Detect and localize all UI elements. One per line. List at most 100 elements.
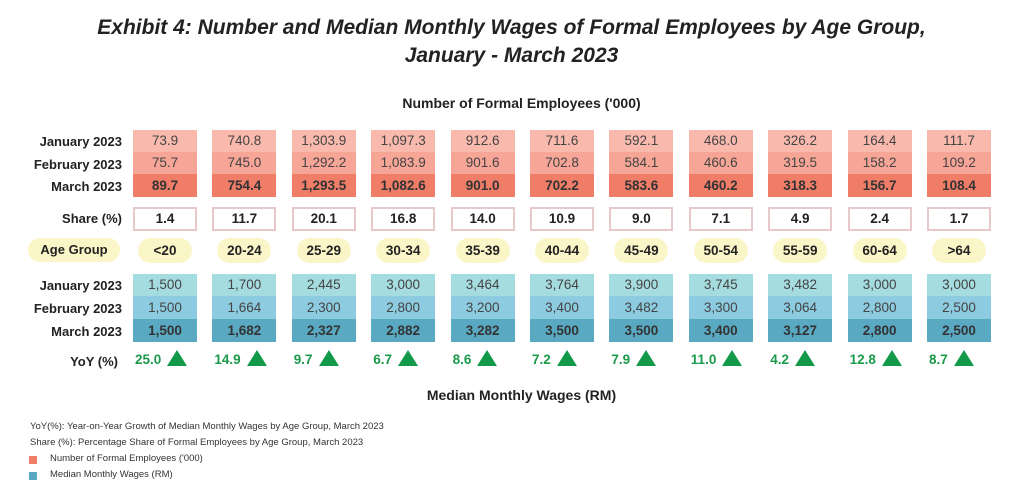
yoy-item: 12.8 <box>850 350 920 370</box>
employees-feb-cell: 702.8 <box>530 152 594 174</box>
up-triangle-icon <box>722 350 743 366</box>
age-group-label: 35-39 <box>455 238 510 263</box>
up-triangle-icon <box>397 350 418 366</box>
legend-wages: Median Monthly Wages (RM) <box>50 469 173 480</box>
yoy-item: 8.6 <box>453 350 523 370</box>
employees-jan-cell: 740.8 <box>212 130 277 152</box>
employees-mar-cell: 108.4 <box>927 174 991 197</box>
employees-jan-cell: 73.9 <box>133 130 197 152</box>
wages-jan-cell: 3,764 <box>530 274 594 296</box>
wages-jan-cell: 3,000 <box>927 274 991 296</box>
up-triangle-icon <box>794 350 815 366</box>
wages-feb-cell: 2,800 <box>371 296 436 319</box>
yoy-item: 6.7 <box>373 350 443 370</box>
employees-feb-cell: 1,292.2 <box>291 152 356 174</box>
yoy-item: 25.0 <box>135 350 205 370</box>
yoy-value: 8.6 <box>452 352 472 367</box>
note-share: Share (%): Percentage Share of Formal Em… <box>30 437 364 448</box>
wages-feb-cell: 3,064 <box>768 296 833 319</box>
wages-mar-cell: 3,127 <box>768 319 833 342</box>
employees-mar-cell: 583.6 <box>609 174 674 197</box>
wages-feb-cell: 2,500 <box>927 296 991 319</box>
wages-feb-cell: 3,300 <box>688 296 753 319</box>
wages-mar-cell: 3,500 <box>609 319 674 342</box>
title-line-1: Exhibit 4: Number and Median Monthly Wag… <box>97 16 926 39</box>
row-label-wage-jan: January 2023 <box>39 278 122 293</box>
wages-feb-cell: 3,482 <box>609 296 674 319</box>
share-cell: 11.7 <box>212 207 277 231</box>
share-cell: 1.7 <box>927 207 991 231</box>
age-group-label: 45-49 <box>614 238 669 263</box>
wages-jan-cell: 3,482 <box>768 274 833 296</box>
wages-jan-cell: 3,464 <box>450 274 515 296</box>
up-triangle-icon <box>318 350 339 366</box>
up-triangle-icon <box>167 350 188 366</box>
yoy-value: 25.0 <box>135 352 162 367</box>
employees-mar-cell: 318.3 <box>768 174 833 197</box>
note-yoy: YoY(%): Year-on-Year Growth of Median Mo… <box>30 421 384 432</box>
wages-feb-cell: 1,500 <box>133 296 197 319</box>
yoy-item: 7.2 <box>532 350 602 370</box>
wages-mar-cell: 1,682 <box>212 319 277 342</box>
wages-feb-cell: 2,300 <box>291 296 356 319</box>
share-cell: 9.0 <box>609 207 674 231</box>
row-label-emp-mar: March 2023 <box>51 179 122 194</box>
row-label-emp-jan: January 2023 <box>39 134 122 149</box>
employees-mar-cell: 460.2 <box>688 174 753 197</box>
up-triangle-icon <box>881 350 902 366</box>
yoy-value: 11.0 <box>690 352 717 367</box>
legend-swatch-wages <box>29 472 37 480</box>
up-triangle-icon <box>556 350 577 366</box>
share-cell: 7.1 <box>688 207 753 231</box>
legend-swatch-employees <box>29 456 37 464</box>
wages-jan-cell: 3,900 <box>609 274 674 296</box>
employees-mar-cell: 89.7 <box>133 174 197 197</box>
yoy-item: 14.9 <box>214 350 284 370</box>
employees-mar-cell: 754.4 <box>212 174 277 197</box>
yoy-value: 14.9 <box>214 352 241 367</box>
wages-mar-cell: 3,400 <box>688 319 753 342</box>
employees-jan-cell: 326.2 <box>768 130 833 152</box>
yoy-value: 12.8 <box>849 352 876 367</box>
age-group-label: 20-24 <box>217 238 272 263</box>
employees-title: Number of Formal Employees ('000) <box>402 95 641 111</box>
yoy-item: 4.2 <box>770 350 840 370</box>
yoy-item: 11.0 <box>691 350 761 370</box>
age-group-label: <20 <box>138 238 192 263</box>
share-cell: 16.8 <box>371 207 436 231</box>
wages-feb-cell: 3,400 <box>530 296 594 319</box>
employees-feb-cell: 158.2 <box>847 152 912 174</box>
wages-jan-cell: 3,000 <box>847 274 912 296</box>
employees-jan-cell: 711.6 <box>530 130 594 152</box>
up-triangle-icon <box>636 350 657 366</box>
wages-jan-cell: 1,500 <box>133 274 197 296</box>
employees-mar-cell: 901.0 <box>450 174 515 197</box>
title-line-2: January - March 2023 <box>404 44 619 67</box>
wages-mar-cell: 2,327 <box>291 319 356 342</box>
employees-jan-cell: 912.6 <box>450 130 515 152</box>
wages-jan-cell: 2,445 <box>291 274 356 296</box>
wages-mar-cell: 2,800 <box>847 319 912 342</box>
age-group-label: 55-59 <box>773 238 828 263</box>
wages-title: Median Monthly Wages (RM) <box>426 387 617 403</box>
employees-feb-cell: 75.7 <box>133 152 197 174</box>
row-label-yoy: YoY (%) <box>70 354 118 369</box>
share-cell: 10.9 <box>530 207 594 231</box>
employees-feb-cell: 584.1 <box>609 152 674 174</box>
employees-jan-cell: 1,303.9 <box>291 130 356 152</box>
employees-mar-cell: 1,293.5 <box>291 174 356 197</box>
yoy-value: 7.2 <box>532 352 551 367</box>
share-cell: 1.4 <box>133 207 197 231</box>
age-group-label: 40-44 <box>535 238 589 263</box>
employees-mar-cell: 702.2 <box>530 174 594 197</box>
wages-jan-cell: 3,745 <box>688 274 753 296</box>
employees-jan-cell: 592.1 <box>609 130 674 152</box>
employees-feb-cell: 745.0 <box>212 152 277 174</box>
yoy-item: 8.7 <box>929 350 999 370</box>
age-group-label: 25-29 <box>296 238 351 263</box>
employees-feb-cell: 109.2 <box>927 152 991 174</box>
wages-jan-cell: 1,700 <box>212 274 277 296</box>
row-label-wage-feb: February 2023 <box>33 301 122 316</box>
yoy-item: 9.7 <box>294 350 364 370</box>
age-group-label: 50-54 <box>693 238 748 263</box>
